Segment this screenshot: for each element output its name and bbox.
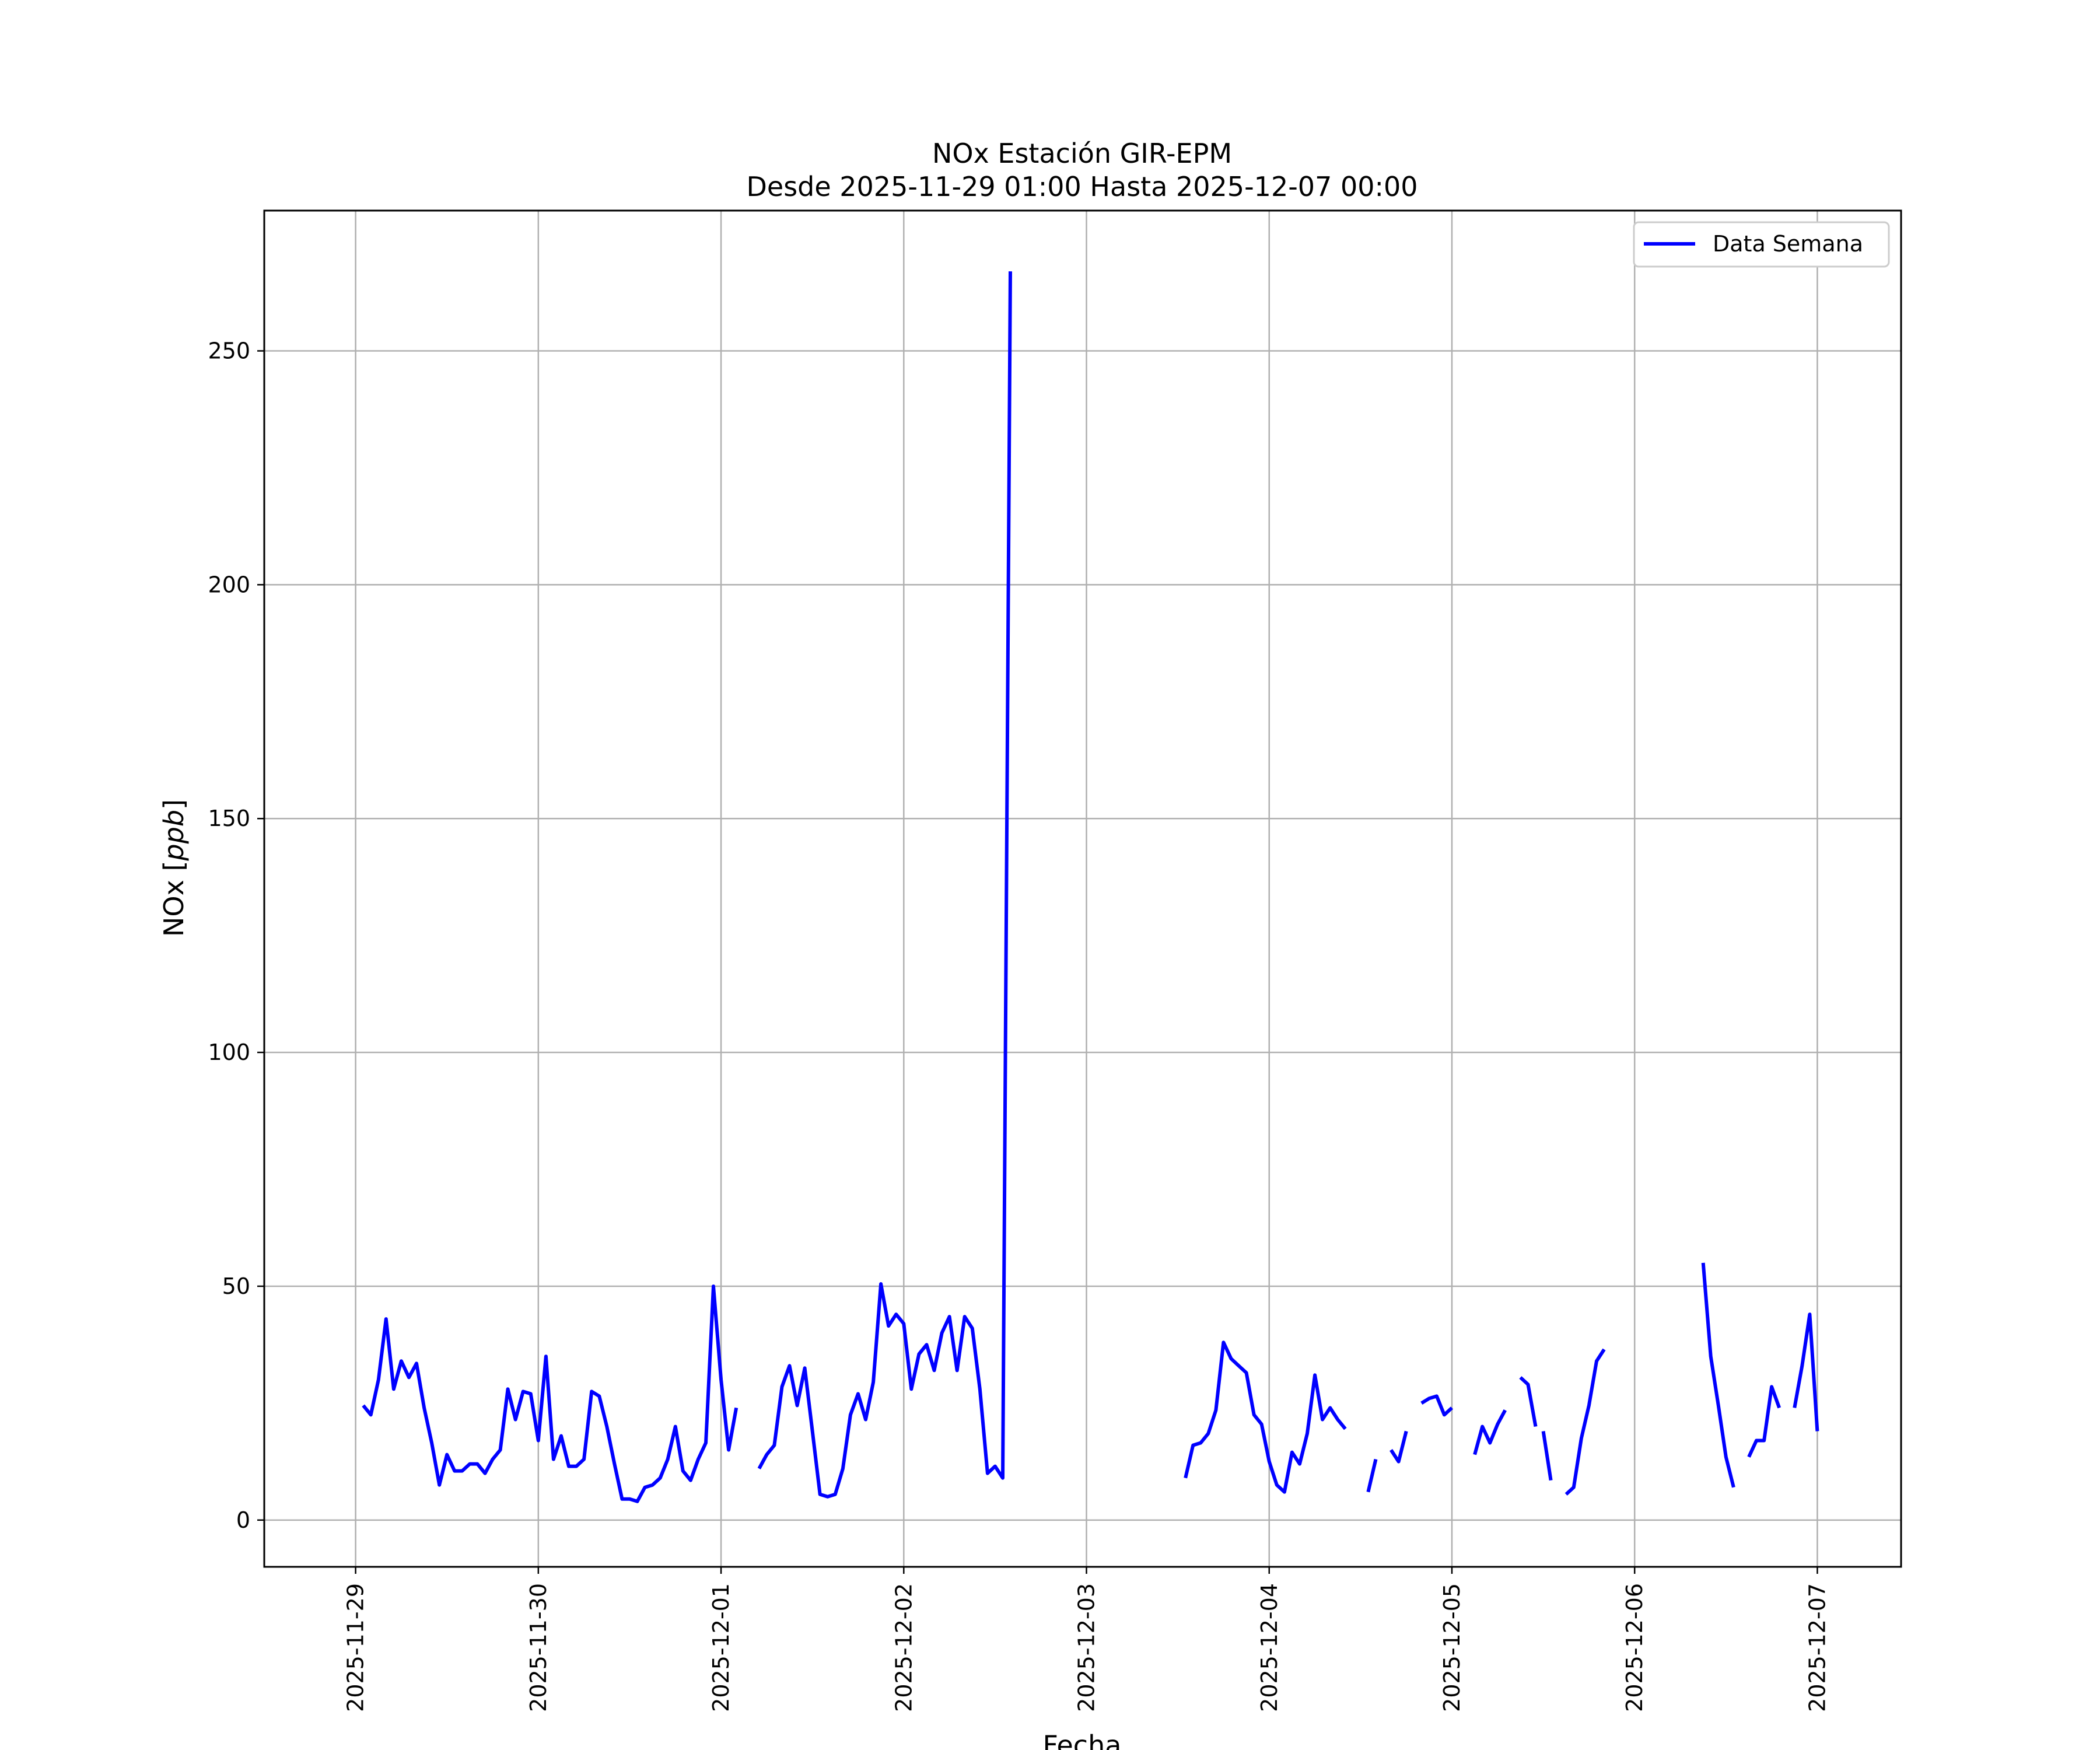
y-axis-label-unit: ppb xyxy=(158,810,190,862)
plot-frame xyxy=(263,209,1902,1568)
x-tick-label: 2025-12-07 xyxy=(1804,1583,1830,1712)
legend-box xyxy=(1633,221,1890,268)
y-axis-label-suffix: ] xyxy=(158,799,190,810)
series-segment xyxy=(1420,1394,1454,1417)
series-segment xyxy=(1564,1348,1606,1496)
chart-title: NOx Estación GIR-EPM xyxy=(932,138,1232,169)
series-segment xyxy=(1366,1458,1378,1493)
x-axis-ticks: 2025-11-29 2025-11-30 2025-12-01 2025-12-02… xyxy=(343,1567,1830,1712)
series-segment xyxy=(757,271,1012,1499)
y-tick-label: 250 xyxy=(208,338,250,364)
x-tick-label: 2025-12-04 xyxy=(1256,1583,1282,1712)
x-tick-label: 2025-11-29 xyxy=(343,1583,369,1712)
series-segment xyxy=(362,1284,738,1503)
chart-subtitle: Desde 2025-11-29 01:00 Hasta 2025-12-07 … xyxy=(746,171,1418,202)
legend-label: Data Semana xyxy=(1713,231,1863,257)
legend: Data Semana xyxy=(1633,221,1890,268)
x-axis-label: Fecha xyxy=(1043,1730,1122,1750)
series-segment xyxy=(1701,1262,1735,1488)
x-tick-label: 2025-12-02 xyxy=(891,1583,916,1712)
series-segment xyxy=(1390,1430,1408,1464)
y-tick-label: 200 xyxy=(208,572,250,597)
y-tick-label: 0 xyxy=(236,1507,250,1533)
series-segment xyxy=(1747,1385,1782,1458)
x-tick-label: 2025-12-06 xyxy=(1622,1583,1647,1712)
y-axis-label-prefix: NOx [ xyxy=(158,861,190,937)
y-tick-label: 150 xyxy=(208,806,250,831)
series-segment xyxy=(1519,1376,1538,1427)
series-segment xyxy=(1184,1340,1347,1494)
series-data-semana xyxy=(362,271,1819,1503)
series-segment xyxy=(1473,1409,1507,1455)
series-segment xyxy=(1541,1431,1553,1481)
y-axis-label: NOx [ppb] xyxy=(158,799,190,937)
y-tick-label: 100 xyxy=(208,1040,250,1065)
x-tick-label: 2025-12-05 xyxy=(1439,1583,1465,1712)
x-tick-label: 2025-12-03 xyxy=(1074,1583,1100,1712)
grid-lines xyxy=(264,211,1901,1567)
x-tick-label: 2025-11-30 xyxy=(526,1583,551,1712)
x-tick-label: 2025-12-01 xyxy=(708,1583,734,1712)
series-segment xyxy=(1793,1312,1819,1432)
y-axis-ticks: 0 50 100 150 200 250 xyxy=(208,338,264,1533)
y-tick-label: 50 xyxy=(222,1273,250,1299)
